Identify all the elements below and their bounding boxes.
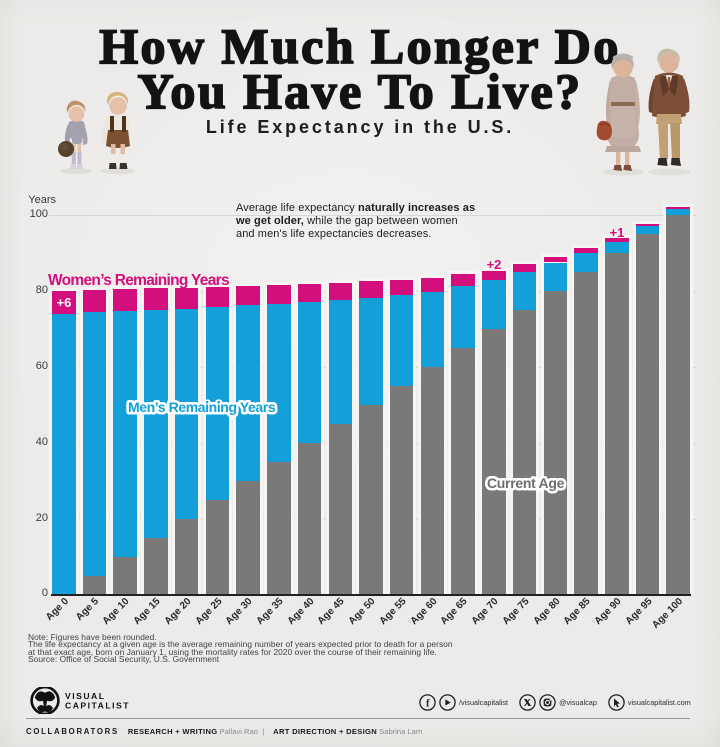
svg-text:f: f	[426, 698, 430, 709]
svg-text:CAPITALIST: CAPITALIST	[65, 701, 130, 711]
svg-text:VISUAL: VISUAL	[65, 691, 106, 701]
